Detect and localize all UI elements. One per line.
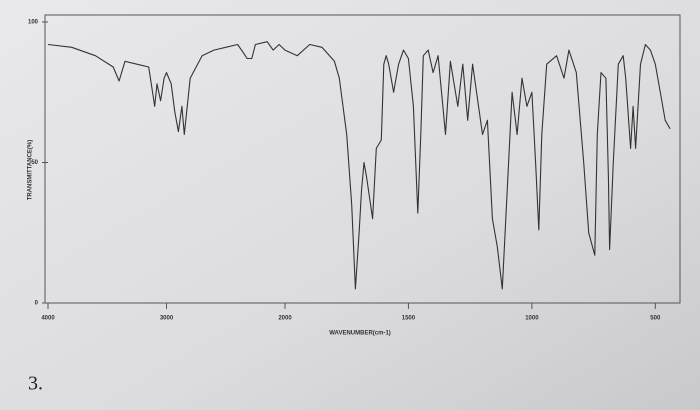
y-tick-label: 0	[35, 301, 39, 307]
spectrum-line	[47, 41, 671, 290]
x-tick-label: 1000	[525, 316, 539, 322]
y-axis-label: TRANSMITTANCE(%)	[28, 140, 34, 201]
x-tick-label: 1500	[402, 316, 416, 322]
x-tick-label: 3000	[160, 316, 174, 322]
x-tick-label: 500	[650, 316, 661, 322]
x-tick-label: 2000	[278, 316, 292, 322]
x-tick-label: 4000	[41, 316, 55, 322]
plot-frame	[44, 14, 681, 304]
y-tick-label: 50	[31, 160, 38, 166]
figure-number: 3.	[28, 373, 43, 395]
y-tick-label: 100	[28, 20, 39, 26]
x-axis-label: WAVENUMBER(cm-1)	[329, 331, 391, 337]
